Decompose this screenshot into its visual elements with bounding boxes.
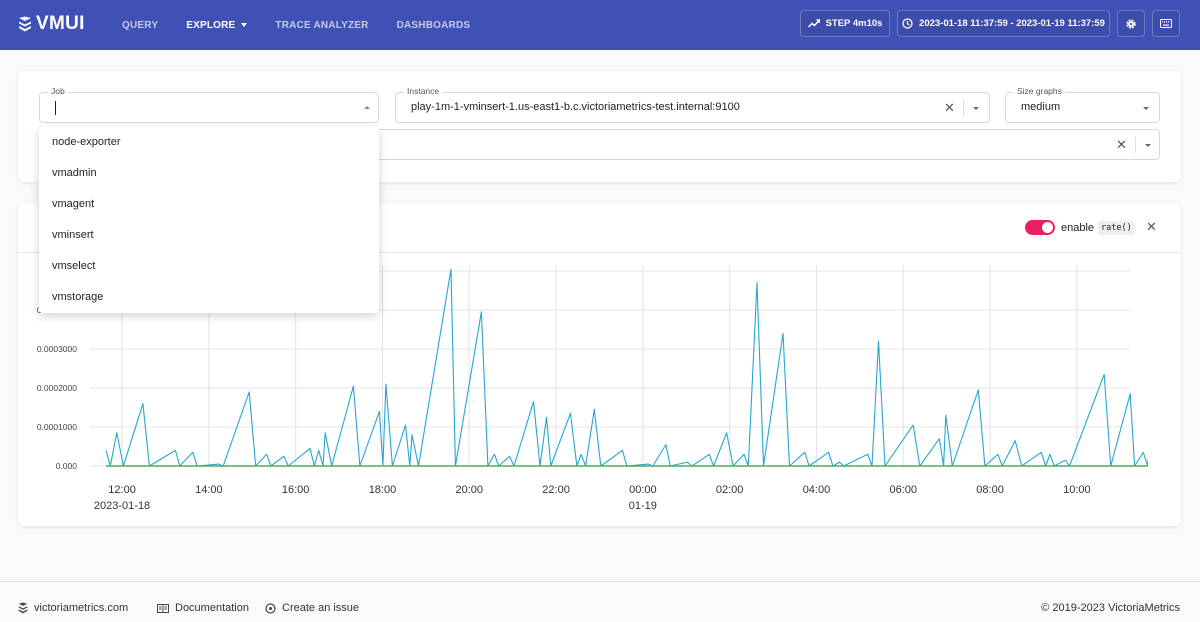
rate-toggle-label: enable rate() — [1061, 221, 1135, 235]
nav-query[interactable]: QUERY — [108, 20, 172, 31]
job-option[interactable]: vmstorage — [52, 291, 104, 303]
y-tick-label: 0.000 — [56, 461, 78, 471]
size-graphs-label: Size graphs — [1014, 86, 1065, 96]
x-tick-sublabel: 2023-01-18 — [94, 500, 150, 512]
nav-explore-label: EXPLORE — [186, 19, 236, 31]
chevron-down-icon[interactable] — [973, 107, 979, 110]
x-tick-label: 20:00 — [455, 484, 483, 496]
job-label: Job — [48, 86, 68, 96]
logo-text: VMUI — [36, 13, 85, 34]
instance-select[interactable]: Instance play-1m-1-vminsert-1.us-east1-b… — [395, 86, 990, 123]
time-range-label: 2023-01-18 11:37:59 - 2023-01-19 11:37:5… — [919, 18, 1105, 29]
copyright: © 2019-2023 VictoriaMetrics — [1041, 602, 1180, 614]
toggle-knob — [1042, 222, 1053, 233]
x-tick-label: 00:00 — [629, 484, 657, 496]
chart-series — [105, 268, 1148, 467]
x-tick-label: 10:00 — [1063, 484, 1091, 496]
job-options-dropdown: node-exporter vmadmin vmagent vminsert v… — [39, 127, 379, 313]
chevron-down-icon[interactable] — [1145, 144, 1151, 147]
explore-filters-panel: Job Instance play-1m-1-vminsert-1.us-eas… — [18, 71, 1181, 182]
rate-toggle[interactable] — [1025, 220, 1055, 235]
text-cursor — [55, 101, 56, 115]
keyboard-shortcuts-button[interactable] — [1152, 10, 1180, 37]
chevron-down-icon — [241, 23, 248, 27]
clock-icon — [902, 18, 913, 29]
gear-icon — [1126, 18, 1136, 29]
time-range-button[interactable]: 2023-01-18 11:37:59 - 2023-01-19 11:37:5… — [897, 10, 1110, 37]
website-link-label: victoriametrics.com — [34, 602, 129, 614]
y-tick-label: 0.0003000 — [37, 344, 77, 354]
step-label: STEP 4m10s — [825, 18, 883, 29]
chevron-up-icon[interactable] — [364, 106, 370, 109]
victoriametrics-logo-icon — [18, 602, 28, 614]
y-tick-label: 0.0001000 — [37, 422, 77, 432]
job-option[interactable]: vminsert — [52, 229, 94, 241]
documentation-link[interactable]: Documentation — [157, 602, 249, 614]
x-axis-ticks: 12:00 2023-01-18 14:00 16:00 18:00 20:00 22:00… — [94, 484, 1091, 512]
x-tick-sublabel: 01-19 — [629, 500, 657, 512]
job-select[interactable]: Job — [39, 86, 379, 123]
main-nav: QUERY EXPLORE TRACE ANALYZER DASHBOARDS — [108, 0, 484, 50]
job-option[interactable]: vmagent — [52, 198, 95, 210]
x-tick-label: 08:00 — [976, 484, 1004, 496]
instance-value[interactable]: play-1m-1-vminsert-1.us-east1-b.c.victor… — [411, 101, 740, 113]
top-app-bar: VMUI QUERY EXPLORE TRACE ANALYZER DASHBO… — [0, 0, 1200, 50]
instance-label: Instance — [404, 86, 443, 96]
job-option[interactable]: node-exporter — [52, 136, 121, 148]
close-icon[interactable]: ✕ — [1146, 219, 1157, 234]
x-tick-label: 04:00 — [803, 484, 831, 496]
nav-query-label: QUERY — [122, 19, 159, 31]
rate-code: rate() — [1098, 221, 1135, 235]
series-line-1 — [105, 268, 1148, 467]
y-axis-ticks: 0.0000.00010000.00020000.00030000.000400… — [37, 305, 77, 471]
nav-trace-analyzer[interactable]: TRACE ANALYZER — [261, 20, 382, 31]
victoriametrics-logo-icon — [19, 16, 31, 32]
settings-button[interactable] — [1117, 10, 1145, 37]
divider — [963, 100, 964, 116]
website-link[interactable]: victoriametrics.com — [18, 602, 128, 614]
create-issue-link[interactable]: Create an issue — [265, 602, 359, 614]
y-tick-label: 0.0002000 — [37, 383, 77, 393]
nav-explore[interactable]: EXPLORE — [172, 20, 261, 31]
nav-dashboards[interactable]: DASHBOARDS — [383, 20, 485, 31]
create-issue-link-label: Create an issue — [282, 602, 360, 614]
x-tick-label: 22:00 — [542, 484, 570, 496]
job-option[interactable]: vmselect — [52, 260, 96, 272]
job-option[interactable]: vmadmin — [52, 167, 97, 179]
footer: victoriametrics.com Documentation Create… — [0, 581, 1200, 622]
vmui-logo[interactable]: VMUI — [18, 13, 85, 35]
clear-icon[interactable]: ✕ — [944, 100, 955, 115]
x-tick-label: 12:00 — [108, 484, 136, 496]
size-graphs-select[interactable]: Size graphs medium — [1005, 86, 1160, 123]
x-tick-label: 18:00 — [369, 484, 397, 496]
nav-dashboards-label: DASHBOARDS — [396, 19, 471, 31]
step-button[interactable]: STEP 4m10s — [800, 10, 890, 37]
panel-divider — [18, 252, 1181, 253]
x-tick-label: 06:00 — [889, 484, 917, 496]
size-graphs-value: medium — [1021, 101, 1061, 113]
x-tick-label: 02:00 — [716, 484, 744, 496]
x-tick-label: 16:00 — [282, 484, 310, 496]
keyboard-icon — [1160, 19, 1172, 28]
x-tick-label: 14:00 — [195, 484, 223, 496]
chevron-down-icon[interactable] — [1143, 107, 1149, 110]
trending-up-icon — [807, 19, 820, 28]
enable-label: enable — [1061, 222, 1095, 234]
divider — [1135, 137, 1136, 153]
book-icon — [157, 603, 169, 613]
documentation-link-label: Documentation — [175, 602, 249, 614]
nav-trace-analyzer-label: TRACE ANALYZER — [275, 19, 369, 31]
clear-icon[interactable]: ✕ — [1116, 137, 1127, 152]
issue-icon — [265, 602, 276, 614]
